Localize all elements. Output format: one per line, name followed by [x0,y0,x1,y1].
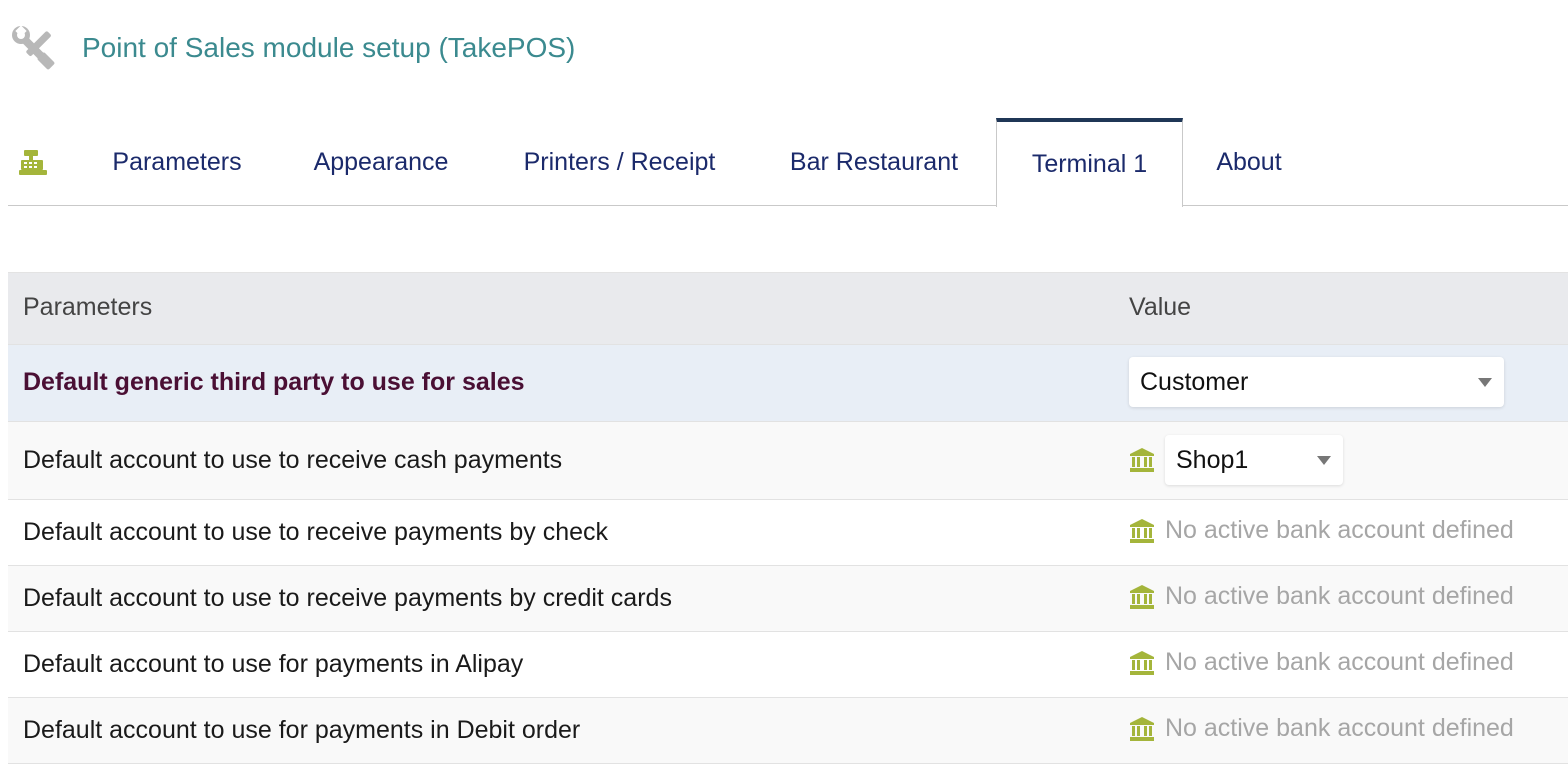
page-title: Point of Sales module setup (TakePOS) [82,32,576,63]
row-label: Default generic third party to use for s… [23,368,525,396]
no-account-text: No active bank account defined [1165,714,1514,742]
cash-account-select[interactable]: Shop1 [1165,435,1343,485]
parameters-table: Parameters Value Default generic third p… [8,272,1568,764]
table-row: Default account to use to receive paymen… [8,566,1568,632]
bank-icon [1130,584,1154,609]
bank-icon [1130,650,1154,675]
row-label: Default account to use to receive paymen… [23,584,672,612]
bank-icon [1130,716,1154,741]
bank-icon [1130,518,1154,543]
table-row: Default generic third party to use for s… [8,345,1568,422]
no-account-text: No active bank account defined [1165,516,1514,544]
tab-printers-receipt[interactable]: Printers / Receipt [523,147,716,176]
table-row: Default account to use for payments in A… [8,632,1568,698]
column-header-parameters: Parameters [23,293,153,321]
table-row: Default account to use to receive paymen… [8,500,1568,566]
table-header-row: Parameters Value [8,273,1568,345]
tab-terminal-1[interactable]: Terminal 1 [996,118,1183,207]
bank-icon [1130,448,1154,472]
select-value: Customer [1140,367,1249,396]
column-header-value: Value [1129,293,1192,321]
row-label: Default account to use for payments in A… [23,650,524,678]
tab-about[interactable]: About [1216,147,1282,176]
tab-bar-restaurant[interactable]: Bar Restaurant [789,147,959,176]
chevron-down-icon [1478,378,1492,387]
row-label: Default account to use to receive paymen… [23,518,609,546]
cash-register-icon [19,150,47,175]
no-account-text: No active bank account defined [1165,582,1514,610]
third-party-select[interactable]: Customer [1129,357,1504,407]
tools-icon [12,25,55,70]
tab-bar: Parameters Appearance Printers / Receipt… [8,118,1568,207]
tab-appearance[interactable]: Appearance [313,147,449,176]
row-label: Default account to use to receive cash p… [23,446,563,474]
row-label: Default account to use for payments in D… [23,716,581,744]
select-value: Shop1 [1176,445,1249,474]
tab-parameters[interactable]: Parameters [112,147,242,176]
table-row: Default account to use to receive cash p… [8,422,1568,500]
page-header: Point of Sales module setup (TakePOS) [8,22,575,74]
no-account-text: No active bank account defined [1165,648,1514,676]
chevron-down-icon [1317,456,1331,465]
table-row: Default account to use for payments in D… [8,698,1568,764]
